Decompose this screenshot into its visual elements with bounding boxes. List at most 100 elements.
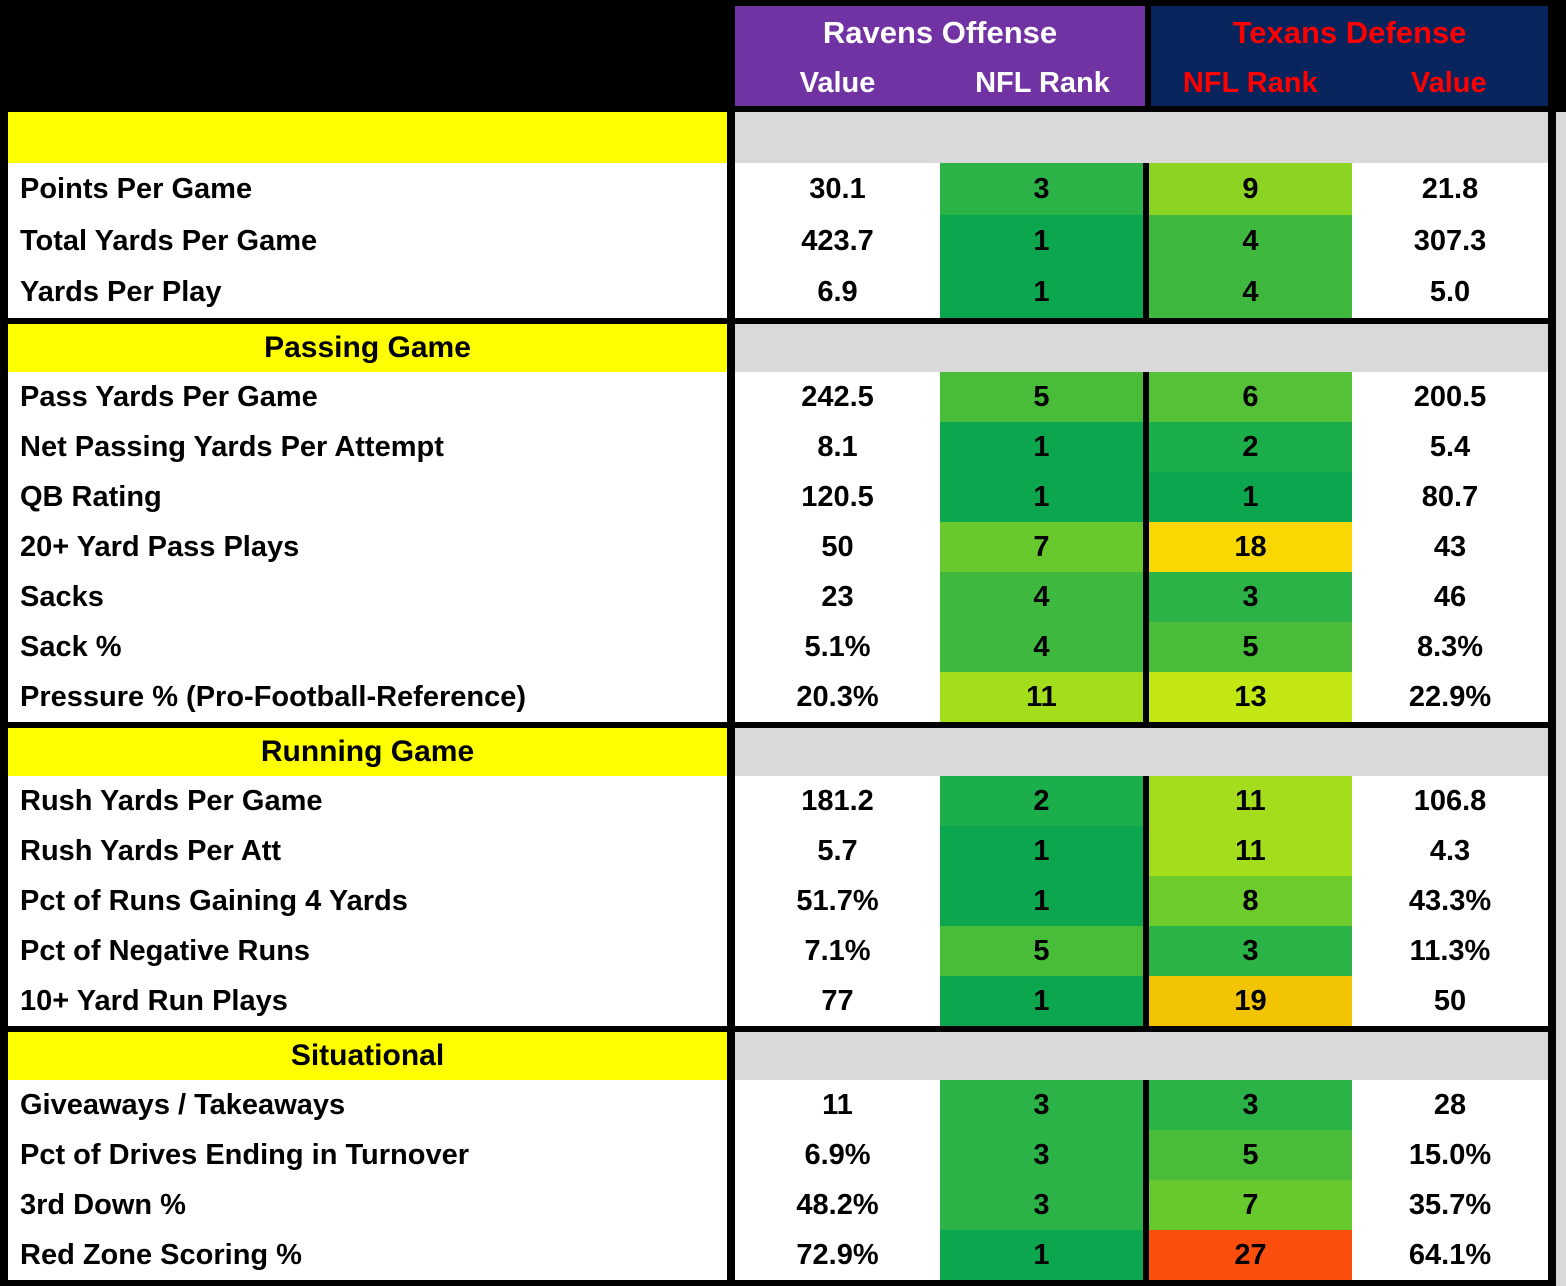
ravens-value-cell: 50 <box>735 522 940 572</box>
stat-label: Net Passing Yards Per Attempt <box>0 422 735 472</box>
rank-column-divider <box>1143 572 1149 622</box>
stat-label: Yards Per Play <box>0 267 735 318</box>
texans-value-cell: 35.7% <box>1352 1180 1556 1230</box>
ravens-value-cell: 423.7 <box>735 215 940 267</box>
ravens-value-cell: 5.7 <box>735 826 940 876</box>
ravens-value-cell: 7.1% <box>735 926 940 976</box>
ravens-rank-cell: 1 <box>940 876 1143 926</box>
section-gray-band <box>735 112 1556 163</box>
section-header-row: Passing Game <box>0 324 1556 372</box>
ravens-rank-cell: 3 <box>940 1130 1143 1180</box>
stat-label: Total Yards Per Game <box>0 215 735 267</box>
texans-value-cell: 200.5 <box>1352 372 1556 422</box>
rank-column-divider <box>1143 826 1149 876</box>
texans-rank-cell: 4 <box>1149 215 1352 267</box>
ravens-rank-cell: 4 <box>940 622 1143 672</box>
ravens-rank-column-header: NFL Rank <box>975 66 1110 99</box>
stat-label: Sack % <box>0 622 735 672</box>
texans-rank-cell: 4 <box>1149 267 1352 318</box>
stat-row: Pass Yards Per Game 242.5 5 6 200.5 <box>0 372 1556 422</box>
texans-rank-cell: 27 <box>1149 1230 1352 1280</box>
texans-value-cell: 46 <box>1352 572 1556 622</box>
rank-column-divider <box>1143 976 1149 1026</box>
ravens-value-cell: 48.2% <box>735 1180 940 1230</box>
ravens-rank-cell: 1 <box>940 826 1143 876</box>
texans-rank-cell: 5 <box>1149 1130 1352 1180</box>
stat-row: Points Per Game 30.1 3 9 21.8 <box>0 163 1556 215</box>
ravens-value-cell: 11 <box>735 1080 940 1130</box>
ravens-rank-cell: 3 <box>940 1080 1143 1130</box>
rank-column-divider <box>1143 372 1149 422</box>
stat-label: Pct of Runs Gaining 4 Yards <box>0 876 735 926</box>
texans-value-cell: 22.9% <box>1352 672 1556 722</box>
stat-label: QB Rating <box>0 472 735 522</box>
section-divider <box>0 722 1556 728</box>
texans-value-cell: 21.8 <box>1352 163 1556 215</box>
ravens-rank-cell: 1 <box>940 422 1143 472</box>
stat-row: Rush Yards Per Game 181.2 2 11 106.8 <box>0 776 1556 826</box>
stat-label: Pct of Negative Runs <box>0 926 735 976</box>
stat-label: Points Per Game <box>0 163 735 215</box>
texans-rank-cell: 11 <box>1149 826 1352 876</box>
texans-defense-header: Texans Defense NFL Rank Value <box>1151 6 1548 106</box>
ravens-value-cell: 51.7% <box>735 876 940 926</box>
ravens-value-cell: 6.9% <box>735 1130 940 1180</box>
ravens-value-cell: 5.1% <box>735 622 940 672</box>
texans-value-cell: 5.0 <box>1352 267 1556 318</box>
rank-column-divider <box>1143 1080 1149 1130</box>
ravens-value-cell: 8.1 <box>735 422 940 472</box>
section-title: Running Game <box>0 728 735 776</box>
texans-rank-cell: 3 <box>1149 572 1352 622</box>
texans-value-column-header: Value <box>1410 66 1487 99</box>
table-bottom-border <box>0 1280 1556 1286</box>
ravens-rank-cell: 3 <box>940 163 1143 215</box>
section-gray-band <box>735 728 1556 776</box>
texans-value-cell: 43 <box>1352 522 1556 572</box>
ravens-rank-cell: 3 <box>940 1180 1143 1230</box>
ravens-rank-cell: 1 <box>940 472 1143 522</box>
rank-column-divider <box>1143 472 1149 522</box>
section-title-label: Passing Game <box>264 331 471 364</box>
texans-rank-cell: 2 <box>1149 422 1352 472</box>
texans-rank-column-header: NFL Rank <box>1182 66 1318 99</box>
stat-row: QB Rating 120.5 1 1 80.7 <box>0 472 1556 522</box>
texans-value-cell: 28 <box>1352 1080 1556 1130</box>
stat-row: Total Yards Per Game 423.7 1 4 307.3 <box>0 215 1556 267</box>
texans-value-cell: 106.8 <box>1352 776 1556 826</box>
stat-row: Rush Yards Per Att 5.7 1 11 4.3 <box>0 826 1556 876</box>
texans-rank-cell: 1 <box>1149 472 1352 522</box>
texans-value-cell: 8.3% <box>1352 622 1556 672</box>
texans-value-cell: 11.3% <box>1352 926 1556 976</box>
ravens-rank-cell: 5 <box>940 372 1143 422</box>
ravens-value-cell: 120.5 <box>735 472 940 522</box>
ravens-rank-cell: 4 <box>940 572 1143 622</box>
section-title-label: Running Game <box>260 735 475 768</box>
rank-column-divider <box>1143 163 1149 215</box>
ravens-rank-cell: 7 <box>940 522 1143 572</box>
texans-rank-cell: 13 <box>1149 672 1352 722</box>
section-header-row: Situational <box>0 1032 1556 1080</box>
stat-label: 10+ Yard Run Plays <box>0 976 735 1026</box>
stat-row: Net Passing Yards Per Attempt 8.1 1 2 5.4 <box>0 422 1556 472</box>
rank-column-divider <box>1143 422 1149 472</box>
section-title-label: Situational <box>290 1039 445 1072</box>
texans-subheader: NFL Rank Value <box>1151 60 1548 106</box>
rank-column-divider <box>1143 926 1149 976</box>
stat-label: Rush Yards Per Game <box>0 776 735 826</box>
section-title: Passing Game <box>0 324 735 372</box>
stat-label: Pressure % (Pro-Football-Reference) <box>0 672 735 722</box>
texans-value-cell: 43.3% <box>1352 876 1556 926</box>
section-divider <box>0 318 1556 324</box>
stat-row: 20+ Yard Pass Plays 50 7 18 43 <box>0 522 1556 572</box>
texans-value-cell: 5.4 <box>1352 422 1556 472</box>
section-divider <box>0 1026 1556 1032</box>
rank-column-divider <box>1143 1180 1149 1230</box>
ravens-value-cell: 6.9 <box>735 267 940 318</box>
section-header-row: Running Game <box>0 728 1556 776</box>
stat-label: Pct of Drives Ending in Turnover <box>0 1130 735 1180</box>
texans-rank-cell: 9 <box>1149 163 1352 215</box>
stat-row: Yards Per Play 6.9 1 4 5.0 <box>0 267 1556 318</box>
texans-rank-cell: 5 <box>1149 622 1352 672</box>
stat-label: Red Zone Scoring % <box>0 1230 735 1280</box>
section-gray-band <box>735 324 1556 372</box>
